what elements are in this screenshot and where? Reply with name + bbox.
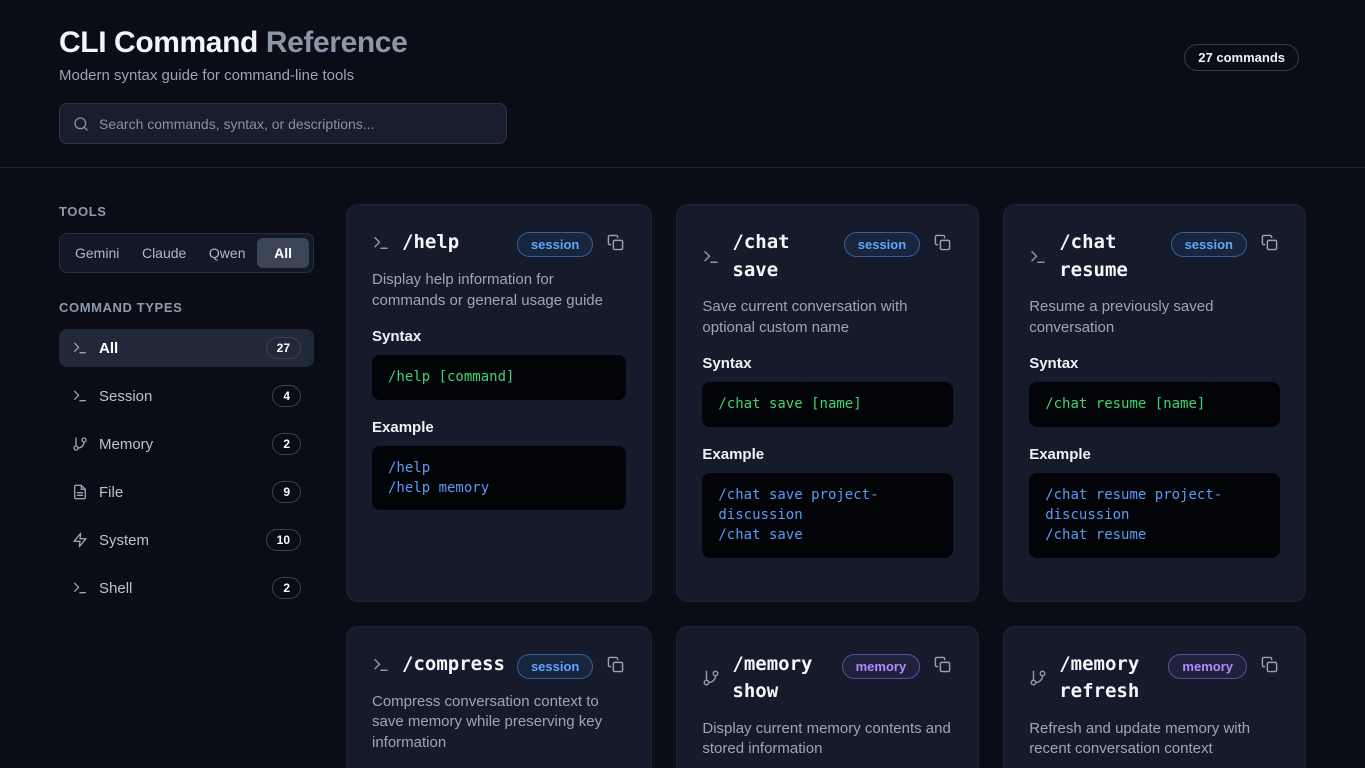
sidebar-item-all[interactable]: All 27 xyxy=(59,329,314,367)
example-label: Example xyxy=(1029,445,1091,463)
copy-icon xyxy=(1261,656,1278,672)
page-subtitle: Modern syntax guide for command-line too… xyxy=(59,67,355,84)
sidebar-item-session[interactable]: Session 4 xyxy=(59,377,314,415)
sidebar-item-shell[interactable]: Shell 2 xyxy=(59,569,314,607)
tools-section-label: TOOLS xyxy=(59,204,107,219)
tool-filter-group: Gemini Claude Qwen All xyxy=(59,233,314,273)
search-input[interactable] xyxy=(99,115,493,132)
category-badge: memory xyxy=(841,653,921,679)
command-name: /compress xyxy=(402,652,505,675)
git-branch-icon xyxy=(72,436,88,452)
count-badge: 27 xyxy=(265,337,301,359)
command-card-chat-save: /chat save session Save current conversa… xyxy=(676,204,980,602)
terminal-icon xyxy=(72,340,88,356)
terminal-icon xyxy=(372,656,390,674)
syntax-code-block: /chat resume [name] xyxy=(1029,382,1280,427)
terminal-icon xyxy=(702,248,720,266)
sidebar-item-system[interactable]: System 10 xyxy=(59,521,314,559)
page-title-primary: CLI Command xyxy=(59,26,258,59)
terminal-icon xyxy=(72,388,88,404)
command-description: Refresh and update memory with recent co… xyxy=(1029,719,1251,758)
copy-icon xyxy=(1261,234,1278,251)
command-card-help: /help session Display help information f… xyxy=(346,204,653,602)
syntax-label: Syntax xyxy=(1029,355,1079,373)
example-code-block: /chat save project-discussion /chat save xyxy=(702,472,954,558)
command-card-grid: /help session Display help information f… xyxy=(346,204,1306,768)
command-types-section-label: COMMAND TYPES xyxy=(59,300,183,315)
sidebar: TOOLS Gemini Claude Qwen All COMMAND TYP… xyxy=(59,204,314,617)
copy-button[interactable] xyxy=(1259,232,1280,253)
syntax-label: Syntax xyxy=(372,328,422,346)
count-badge: 2 xyxy=(272,577,301,599)
copy-icon xyxy=(934,234,951,251)
copy-icon xyxy=(608,656,624,672)
command-card-compress: /compress session Compress conversation … xyxy=(346,625,653,768)
tool-filter-gemini[interactable]: Gemini xyxy=(64,238,130,268)
copy-icon xyxy=(608,234,624,251)
command-description: Save current conversation with optional … xyxy=(702,298,908,336)
terminal-icon xyxy=(1029,248,1047,266)
count-badge: 4 xyxy=(272,385,301,407)
category-badge: memory xyxy=(1168,653,1247,679)
file-icon xyxy=(72,484,88,500)
copy-button[interactable] xyxy=(1259,654,1280,675)
count-badge: 9 xyxy=(272,481,301,503)
command-description: Resume a previously saved conversation xyxy=(1029,298,1214,336)
command-name: /help xyxy=(402,231,460,254)
command-card-memory-refresh: /memory refresh memory Refresh and updat… xyxy=(1003,625,1306,768)
copy-button[interactable] xyxy=(932,232,953,253)
commands-count-badge: 27 commands xyxy=(1184,44,1299,71)
git-branch-icon xyxy=(702,669,720,687)
command-card-memory-show: /memory show memory Display current memo… xyxy=(676,625,980,768)
copy-button[interactable] xyxy=(932,654,953,675)
command-description: Display current memory contents and stor… xyxy=(702,719,951,758)
command-description: Compress conversation context to save me… xyxy=(372,692,603,752)
git-branch-icon xyxy=(1029,669,1047,687)
sidebar-item-label: All xyxy=(99,339,119,357)
command-card-chat-resume: /chat resume session Resume a previously… xyxy=(1003,204,1306,602)
command-description: Display help information for commands or… xyxy=(372,271,603,309)
sidebar-item-file[interactable]: File 9 xyxy=(59,473,314,511)
tool-filter-all[interactable]: All xyxy=(257,238,309,268)
command-name: /memory show xyxy=(732,652,813,703)
zap-icon xyxy=(72,532,88,548)
count-badge: 10 xyxy=(265,529,301,551)
example-label: Example xyxy=(702,445,765,463)
command-name: /chat save xyxy=(732,231,790,281)
sidebar-item-label: Shell xyxy=(99,579,133,597)
page-header: CLI Command Reference Modern syntax guid… xyxy=(0,0,1365,168)
search-icon xyxy=(74,116,88,131)
copy-button[interactable] xyxy=(605,232,626,253)
category-badge: session xyxy=(516,653,594,679)
example-label: Example xyxy=(372,418,434,436)
syntax-code-block: /help [command] xyxy=(372,355,627,400)
page-title-secondary: Reference xyxy=(265,26,408,59)
terminal-icon xyxy=(72,580,88,596)
sidebar-item-memory[interactable]: Memory 2 xyxy=(59,425,314,463)
sidebar-item-label: Memory xyxy=(99,435,154,453)
search-box xyxy=(59,103,507,144)
category-badge: session xyxy=(516,232,594,257)
sidebar-item-label: System xyxy=(99,531,150,549)
example-code-block: /chat resume project-discussion /chat re… xyxy=(1029,472,1280,558)
command-name: /chat resume xyxy=(1059,231,1128,281)
page-title: CLI Command Reference xyxy=(59,26,1306,60)
terminal-icon xyxy=(372,234,390,252)
syntax-label: Syntax xyxy=(702,355,752,373)
example-code-block: /help /help memory xyxy=(372,445,627,511)
count-badge: 2 xyxy=(272,433,301,455)
copy-button[interactable] xyxy=(605,654,626,675)
category-badge: session xyxy=(843,232,921,257)
syntax-code-block: /chat save [name] xyxy=(702,382,954,427)
category-badge: session xyxy=(1170,232,1247,257)
tool-filter-qwen[interactable]: Qwen xyxy=(198,238,257,268)
command-name: /memory refresh xyxy=(1059,652,1140,703)
sidebar-item-label: Session xyxy=(99,387,153,405)
sidebar-item-label: File xyxy=(99,483,124,501)
tool-filter-claude[interactable]: Claude xyxy=(131,238,197,268)
copy-icon xyxy=(934,656,951,672)
